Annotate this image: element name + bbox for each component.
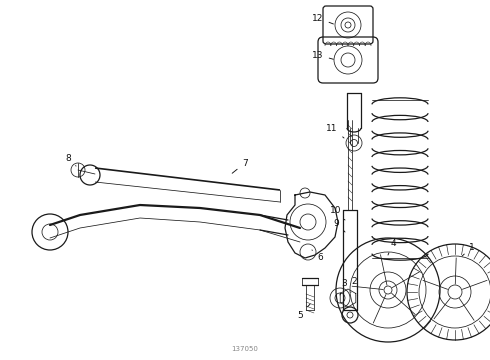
Text: 11: 11 [326,123,344,138]
Text: 6: 6 [312,250,323,262]
Text: 4: 4 [388,239,396,255]
Text: 7: 7 [232,158,248,173]
Text: 13: 13 [312,50,333,59]
Text: 12: 12 [312,14,333,24]
Text: 1: 1 [462,243,475,256]
Text: 5: 5 [297,304,310,320]
Text: 3: 3 [340,279,347,295]
Text: 137050: 137050 [232,346,258,352]
Text: 2: 2 [351,278,357,292]
Text: 8: 8 [65,153,76,166]
Text: 10: 10 [330,206,345,220]
Text: 9: 9 [333,219,345,232]
